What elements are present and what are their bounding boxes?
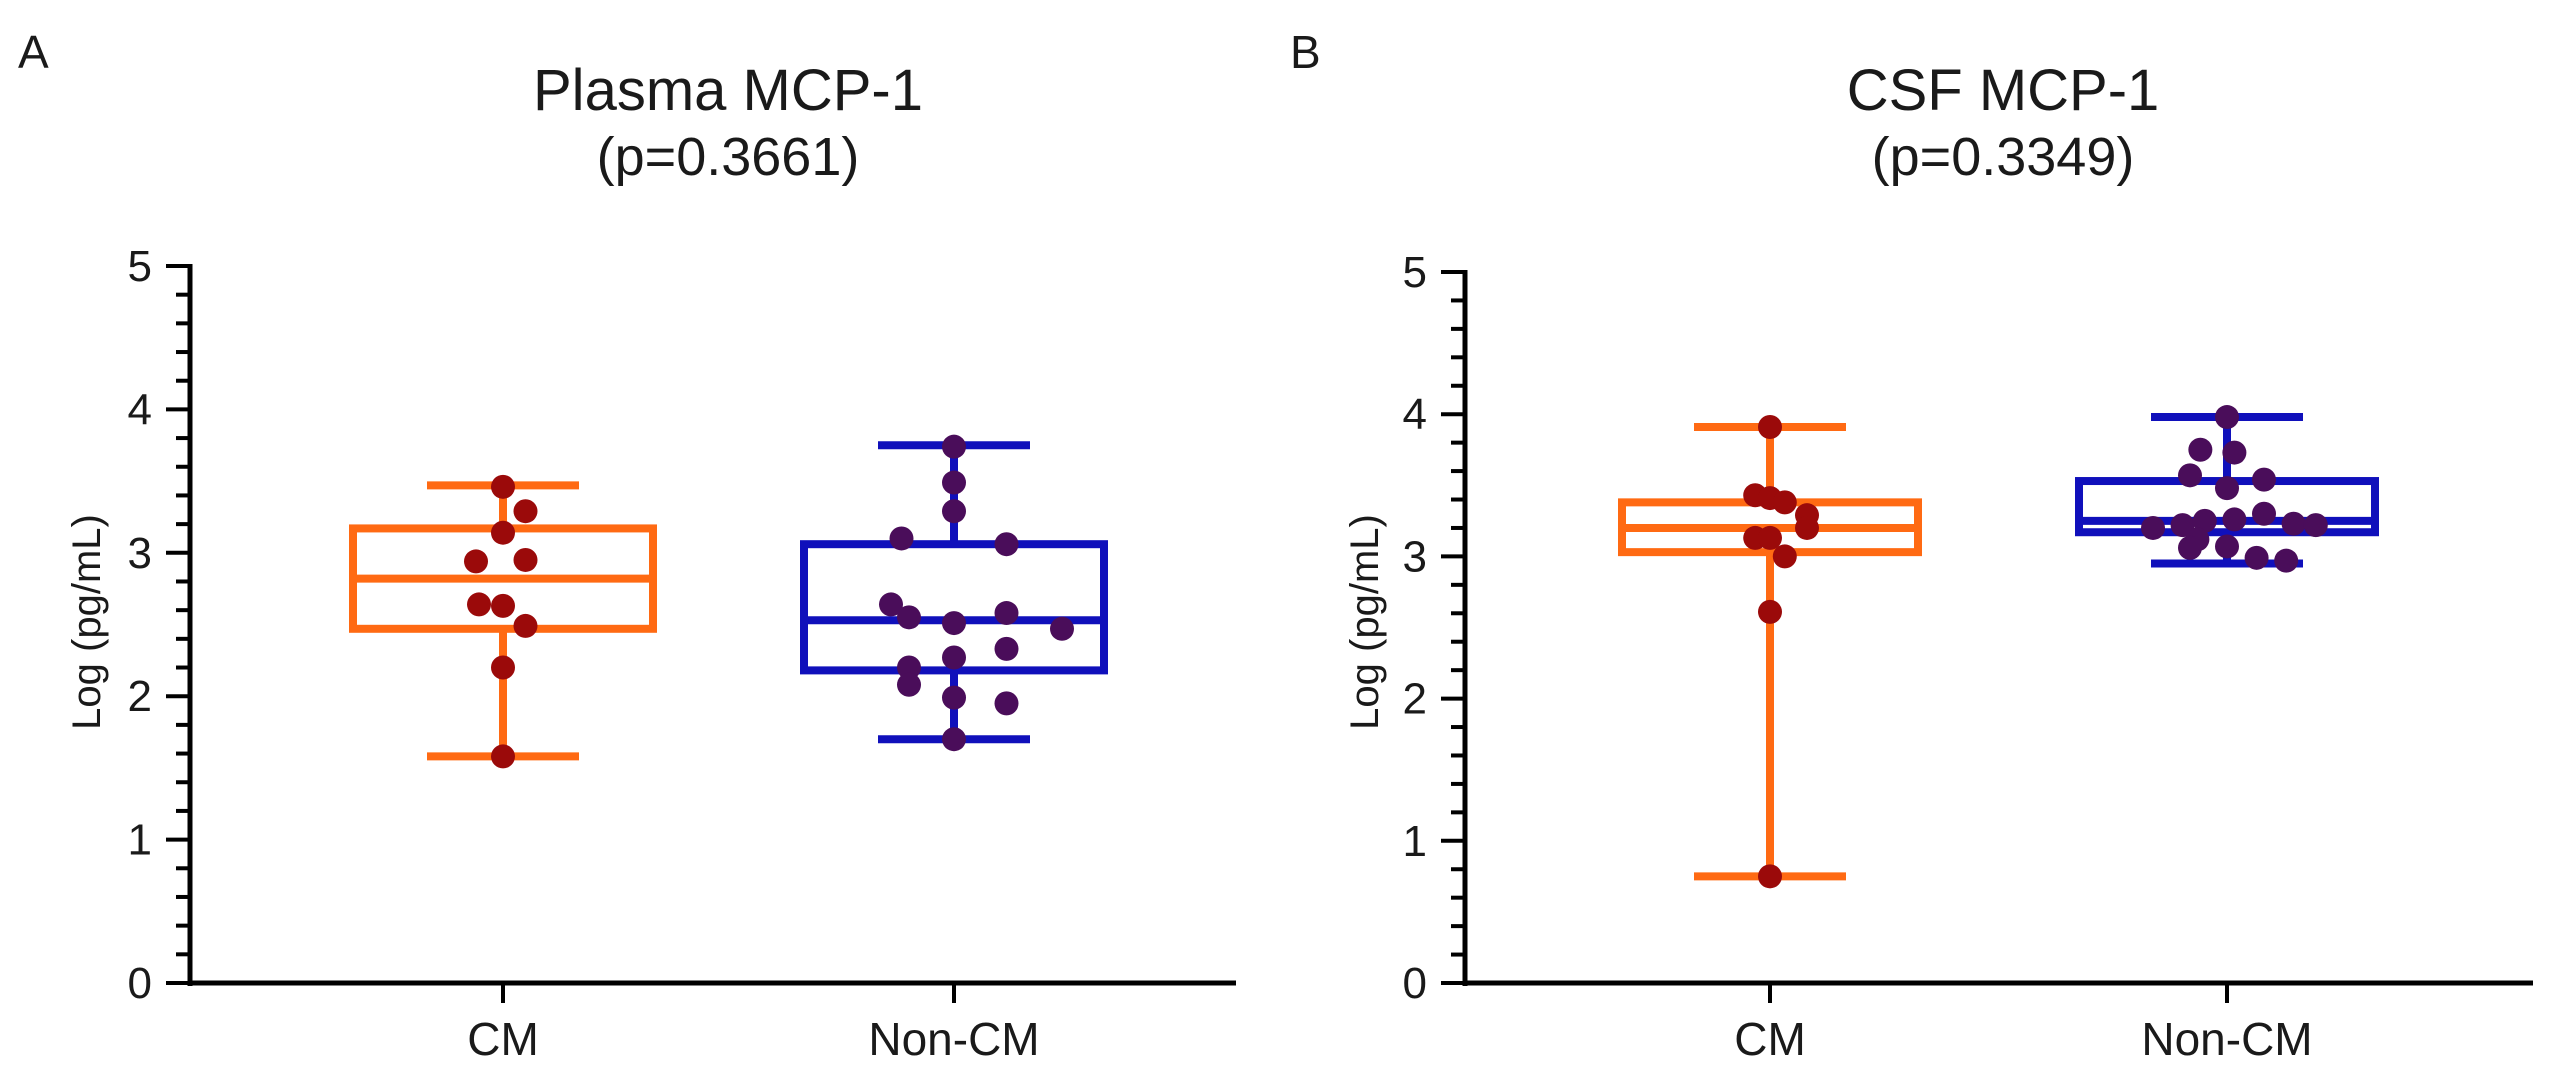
data-point bbox=[2281, 511, 2306, 536]
data-point bbox=[2178, 535, 2202, 560]
chart-title: CSF MCP-1 bbox=[1847, 58, 2160, 123]
plot-area: 0 1 2 3 4 5 bbox=[1403, 248, 2533, 1008]
y-tick-label: 3 bbox=[1403, 532, 1427, 581]
data-point bbox=[994, 532, 1019, 557]
y-tick-label: 5 bbox=[1403, 248, 1427, 297]
data-point bbox=[2188, 437, 2213, 462]
data-point bbox=[1772, 490, 1797, 515]
plot-area: 0 1 2 3 4 5 bbox=[128, 242, 1236, 1008]
panel-a: A Plasma MCP-1 (p=0.3661) Log (pg/mL) CM… bbox=[18, 26, 1236, 1065]
data-point bbox=[1050, 616, 1074, 641]
data-point bbox=[467, 592, 491, 617]
data-point bbox=[2215, 534, 2239, 559]
y-axis-title: Log (pg/mL) bbox=[65, 514, 109, 730]
y-tick-label: 2 bbox=[128, 672, 152, 721]
panel-letter: B bbox=[1290, 26, 1321, 78]
chart-subtitle: (p=0.3349) bbox=[1872, 127, 2135, 187]
data-point bbox=[942, 470, 966, 495]
y-tick-label: 1 bbox=[128, 816, 152, 865]
y-tick-label: 1 bbox=[1403, 817, 1427, 866]
data-point bbox=[1772, 544, 1797, 569]
data-point bbox=[942, 611, 966, 636]
data-point bbox=[513, 499, 538, 524]
data-point bbox=[491, 520, 515, 545]
data-point bbox=[2252, 467, 2276, 492]
data-point bbox=[897, 672, 921, 697]
data-point bbox=[994, 601, 1019, 626]
box-iqr bbox=[800, 540, 1108, 675]
data-point bbox=[1795, 515, 1819, 540]
data-point bbox=[513, 613, 538, 638]
x-category-label: Non-CM bbox=[2141, 1013, 2312, 1065]
data-point bbox=[2215, 476, 2239, 501]
data-point bbox=[491, 744, 515, 769]
data-point bbox=[889, 526, 914, 551]
data-point bbox=[491, 655, 515, 680]
y-tick-label: 4 bbox=[1403, 390, 1427, 439]
y-tick-label: 3 bbox=[128, 529, 152, 578]
y-tick-label: 4 bbox=[128, 385, 152, 434]
panel-letter: A bbox=[18, 26, 49, 78]
data-point bbox=[1758, 525, 1782, 550]
data-point bbox=[942, 685, 966, 710]
data-point bbox=[942, 727, 966, 752]
data-point bbox=[1758, 864, 1782, 889]
data-point bbox=[942, 434, 966, 459]
data-point bbox=[897, 605, 921, 630]
data-point bbox=[513, 547, 538, 572]
data-point bbox=[2244, 545, 2269, 570]
data-point bbox=[1758, 414, 1782, 439]
data-point bbox=[2178, 463, 2202, 488]
data-point bbox=[994, 691, 1019, 716]
data-point bbox=[464, 549, 488, 574]
data-point bbox=[994, 636, 1019, 661]
data-point bbox=[2192, 508, 2217, 533]
data-point bbox=[2274, 548, 2299, 573]
x-category-label: Non-CM bbox=[868, 1013, 1039, 1065]
data-point bbox=[2222, 507, 2247, 532]
data-point bbox=[879, 592, 903, 617]
data-point bbox=[2170, 513, 2195, 538]
data-point bbox=[1758, 599, 1782, 624]
data-point bbox=[491, 593, 515, 618]
data-point bbox=[897, 655, 921, 680]
y-axis-title: Log (pg/mL) bbox=[1343, 514, 1387, 730]
panel-b: B CSF MCP-1 (p=0.3349) Log (pg/mL) CM No… bbox=[1290, 26, 2533, 1065]
data-point bbox=[942, 645, 966, 670]
data-point bbox=[491, 474, 515, 499]
data-point bbox=[2252, 501, 2276, 526]
data-point bbox=[2141, 515, 2165, 540]
data-point bbox=[2303, 513, 2328, 538]
x-category-label: CM bbox=[1734, 1013, 1806, 1065]
y-tick-label: 2 bbox=[1403, 675, 1427, 724]
chart-title: Plasma MCP-1 bbox=[533, 58, 923, 123]
data-point bbox=[2222, 440, 2247, 465]
chart-subtitle: (p=0.3661) bbox=[597, 127, 860, 187]
y-tick-label: 0 bbox=[128, 959, 152, 1008]
data-point bbox=[942, 499, 966, 524]
y-tick-label: 0 bbox=[1403, 959, 1427, 1008]
data-point bbox=[2215, 405, 2239, 430]
y-tick-label: 5 bbox=[128, 242, 152, 291]
x-category-label: CM bbox=[467, 1013, 539, 1065]
